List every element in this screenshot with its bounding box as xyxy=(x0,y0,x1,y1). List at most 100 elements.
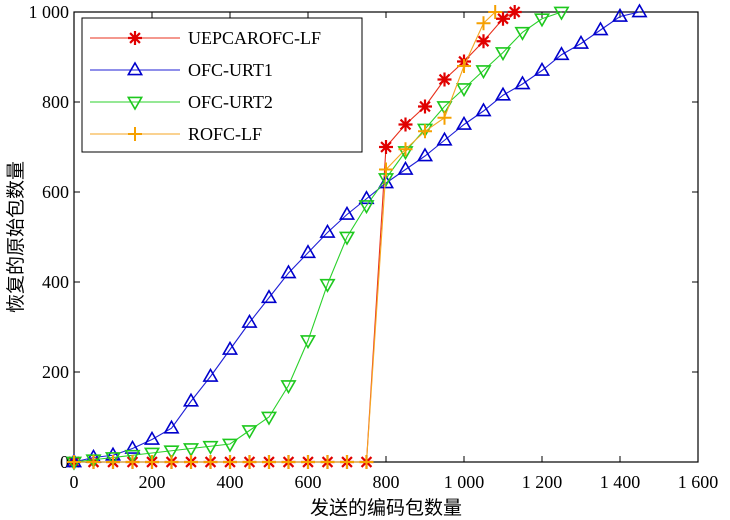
data-point xyxy=(126,96,144,111)
data-point xyxy=(124,439,141,454)
data-point xyxy=(67,455,81,469)
data-point xyxy=(358,200,375,215)
data-point xyxy=(476,16,491,31)
legend-item: OFC-URT1 xyxy=(90,60,273,80)
data-point xyxy=(221,340,239,355)
data-point xyxy=(241,425,258,440)
data-point xyxy=(128,31,142,45)
data-point xyxy=(475,102,492,117)
data-point xyxy=(514,75,531,90)
data-point xyxy=(184,455,198,469)
legend-item: OFC-URT2 xyxy=(90,92,273,112)
data-point xyxy=(398,117,413,132)
data-point xyxy=(398,142,413,157)
data-point xyxy=(631,3,648,18)
data-point xyxy=(319,278,336,293)
data-point xyxy=(455,83,473,98)
data-point xyxy=(280,264,297,279)
data-point xyxy=(553,46,570,61)
x-tick-label: 800 xyxy=(373,472,400,492)
data-point xyxy=(592,21,609,36)
x-tick-label: 1 400 xyxy=(600,472,641,492)
data-point xyxy=(182,443,200,458)
data-point xyxy=(533,13,551,28)
data-point xyxy=(124,449,141,464)
data-point xyxy=(494,86,512,101)
data-point xyxy=(125,455,140,469)
data-point xyxy=(397,160,414,175)
data-point xyxy=(163,445,180,460)
data-point xyxy=(496,11,510,26)
data-point xyxy=(223,455,237,469)
series-rofc-lf xyxy=(67,5,503,469)
x-tick-label: 400 xyxy=(217,472,244,492)
data-point xyxy=(299,244,317,259)
y-tick-label: 800 xyxy=(42,92,69,112)
data-point xyxy=(242,455,257,469)
x-tick-label: 200 xyxy=(139,472,166,492)
data-point xyxy=(262,455,276,469)
data-point xyxy=(436,131,453,146)
data-point xyxy=(418,124,432,139)
y-axis-label: 恢复的原始包数量 xyxy=(5,161,27,313)
data-point xyxy=(418,99,432,114)
data-point xyxy=(457,59,471,73)
data-point xyxy=(359,455,374,469)
y-axis: 0 200 400 600 800 1 000 xyxy=(29,2,698,472)
x-tick-label: 1 200 xyxy=(522,472,563,492)
data-point xyxy=(475,65,492,80)
data-point xyxy=(437,110,452,125)
data-point xyxy=(143,447,161,462)
y-tick-label: 200 xyxy=(42,362,69,382)
series-layer xyxy=(65,3,648,471)
data-point xyxy=(340,455,354,469)
data-point xyxy=(338,205,356,220)
data-point xyxy=(338,231,356,246)
x-axis-label: 发送的编码包数量 xyxy=(310,497,462,519)
legend-label: OFC-URT1 xyxy=(188,60,273,80)
data-point xyxy=(301,455,315,469)
x-tick-label: 1 000 xyxy=(444,472,485,492)
data-point xyxy=(494,47,512,62)
data-point xyxy=(260,289,278,304)
y-tick-label: 0 xyxy=(60,452,69,472)
data-point xyxy=(379,140,393,154)
data-point xyxy=(163,419,180,434)
data-point xyxy=(299,335,317,350)
legend-item: ROFC-LF xyxy=(90,124,262,144)
data-point xyxy=(455,115,473,130)
data-point xyxy=(553,6,570,21)
legend-box xyxy=(81,17,363,153)
data-point xyxy=(202,440,219,455)
data-point xyxy=(611,7,629,22)
data-point xyxy=(182,392,200,407)
data-point xyxy=(319,223,336,238)
data-point xyxy=(202,367,219,382)
data-point xyxy=(377,174,395,189)
data-point xyxy=(281,455,296,469)
data-point xyxy=(572,34,590,49)
data-point xyxy=(126,61,144,76)
data-point xyxy=(241,313,258,328)
data-point xyxy=(280,380,297,395)
legend-label: OFC-URT2 xyxy=(188,92,273,112)
legend: UEPCAROFC-LF OFC-URT1 OFC-URT2 ROFC-LF xyxy=(81,17,363,153)
data-point xyxy=(488,5,503,19)
data-point xyxy=(104,452,122,467)
x-axis: 0 200 400 600 800 1 000 1 200 1 400 1 600 xyxy=(70,12,719,492)
legend-item: UEPCAROFC-LF xyxy=(90,28,321,48)
series-line xyxy=(73,11,562,463)
series-ofc-urt1 xyxy=(65,3,648,468)
data-point xyxy=(221,438,239,453)
x-tick-label: 0 xyxy=(70,472,79,492)
y-tick-label: 1 000 xyxy=(29,2,70,22)
x-tick-label: 600 xyxy=(295,472,322,492)
data-point xyxy=(260,411,278,426)
data-point xyxy=(507,5,522,19)
data-point xyxy=(86,455,101,469)
data-point xyxy=(476,34,491,49)
data-point xyxy=(358,190,375,205)
x-tick-label: 1 600 xyxy=(678,472,719,492)
y-tick-label: 600 xyxy=(42,182,69,202)
